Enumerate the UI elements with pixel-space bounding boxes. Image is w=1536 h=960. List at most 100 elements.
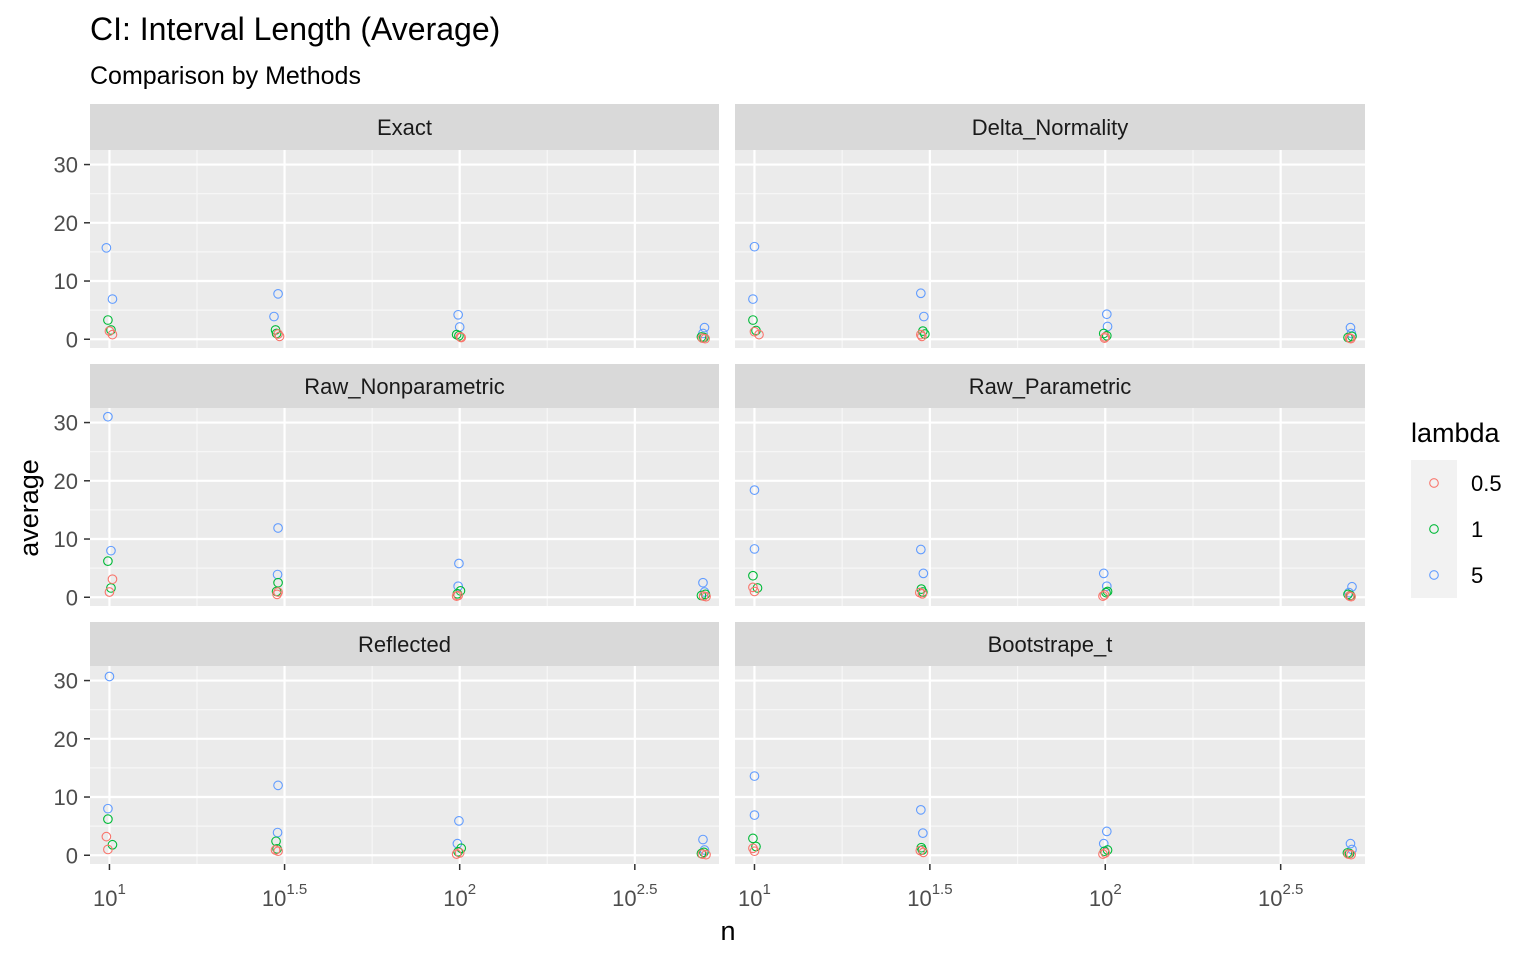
data-point-lambda-0-5 [918,847,929,858]
data-point-lambda-0-5 [749,586,760,597]
data-point-lambda-0-5 [754,329,764,340]
y-tick-label: 0 [66,585,78,610]
facet-strip [90,364,719,408]
data-point-lambda-0-5 [701,849,711,860]
y-tick-label: 10 [54,527,78,552]
data-point-lambda-0-5 [749,846,760,857]
facet-strip [90,622,719,666]
data-point-lambda-0-5 [272,589,282,600]
facet-strip [735,364,1365,408]
data-point-lambda-5 [1345,838,1356,849]
legend-key-5 [1429,570,1439,580]
data-point-lambda-1 [103,556,113,567]
legend-label: 5 [1471,563,1483,588]
data-point-lambda-0-5 [273,329,283,339]
data-point-lambda-5 [915,804,926,815]
data-point-lambda-1 [748,833,758,844]
data-point-lambda-1 [453,846,464,857]
panel-background [735,150,1365,348]
x-axis-title: n [720,916,735,946]
data-point-lambda-5 [699,322,710,333]
y-tick-label: 20 [54,469,78,494]
x-tick-label: 102.5 [612,881,657,911]
facet-reflected: Reflected 0 10 20 30 101 101.5 102 102.5 [54,622,719,911]
data-point-lambda-1 [699,847,709,858]
data-point-lambda-0-5 [107,574,118,585]
data-point-lambda-5 [104,671,115,682]
data-point-lambda-0-5 [1099,590,1110,600]
facet-strip-label: Raw_Parametric [969,374,1132,399]
data-point-lambda-5 [453,581,464,592]
legend-key-background [1411,460,1457,598]
facet-strip-label: Reflected [358,632,451,657]
data-point-lambda-1 [748,315,758,325]
facet-strip-label: Bootstrape_t [988,632,1113,657]
data-point-lambda-0-5 [915,329,926,340]
data-point-lambda-5 [103,803,113,814]
data-point-lambda-5 [749,544,760,554]
legend-title: lambda [1411,418,1501,448]
data-point-lambda-5 [918,568,929,579]
data-point-lambda-0-5 [917,331,927,342]
data-point-lambda-1 [106,325,116,335]
data-point-lambda-1 [752,583,763,593]
x-tick-label: 101.5 [907,881,952,911]
y-tick-label: 30 [54,411,78,436]
panel-background [90,408,719,606]
data-point-lambda-5 [454,816,464,826]
data-point-lambda-0-5 [1345,333,1356,344]
data-point-lambda-1 [1101,330,1112,341]
data-point-lambda-5 [1101,581,1112,592]
legend: lambda 0.5 1 5 [1411,418,1502,598]
data-point-lambda-0-5 [451,591,462,601]
legend-items: 0.5 1 5 [1429,471,1502,588]
data-point-lambda-0-5 [1099,333,1110,343]
data-point-lambda-5 [101,242,112,253]
facet-strip-label: Delta_Normality [972,115,1129,140]
facet-panels: Exact0102030Delta_NormalityRaw_Nonparame… [54,104,1365,911]
facet-strip-label: Exact [377,115,432,140]
facet-raw-parametric: Raw_Parametric [735,364,1365,606]
data-point-lambda-0-5 [1100,332,1111,342]
data-point-lambda-1 [103,814,113,825]
data-point-lambda-5 [107,294,118,304]
data-point-lambda-5 [749,241,760,252]
legend-key-1 [1429,524,1439,534]
data-point-lambda-0-5 [107,329,118,340]
data-point-lambda-5 [749,771,760,781]
x-tick-label: 101 [738,881,771,911]
data-point-lambda-0-5 [103,844,113,855]
data-point-lambda-1 [1347,331,1357,342]
data-point-lambda-5 [919,311,929,322]
y-tick-label: 30 [54,669,78,694]
facet-bootstrape-t: Bootstrape_t 101 101.5 102 102.5 [735,622,1365,911]
data-point-lambda-5 [273,288,283,299]
data-point-lambda-0-5 [1346,591,1356,602]
legend-label: 0.5 [1471,471,1502,496]
facet-strip-label: Raw_Nonparametric [304,374,505,399]
data-point-lambda-0-5 [1346,849,1356,860]
data-point-lambda-1 [103,315,113,325]
x-tick-label: 102.5 [1258,881,1303,911]
data-point-lambda-5 [273,523,283,533]
data-point-lambda-5 [749,810,760,820]
panel-background [90,666,719,864]
x-tick-label: 102 [1089,881,1122,911]
panel-background [90,150,719,348]
y-tick-label: 10 [54,269,78,294]
data-point-lambda-5 [1101,309,1112,320]
data-point-lambda-5 [106,545,116,556]
data-point-lambda-1 [1101,587,1111,598]
facet-exact: Exact 0 10 20 30 [54,104,719,352]
facet-raw-nonparametric: Raw_Nonparametric 0 10 20 30 [54,364,719,610]
y-tick-label: 10 [54,785,78,810]
facet-strip [90,104,719,150]
data-point-lambda-1 [920,329,930,339]
data-point-lambda-0-5 [701,591,711,602]
x-tick-label: 101 [93,881,126,911]
data-point-lambda-1 [748,570,758,581]
data-point-lambda-0-5 [748,582,758,593]
data-point-lambda-0-5 [451,849,462,859]
chart-title: CI: Interval Length (Average) [90,11,500,47]
